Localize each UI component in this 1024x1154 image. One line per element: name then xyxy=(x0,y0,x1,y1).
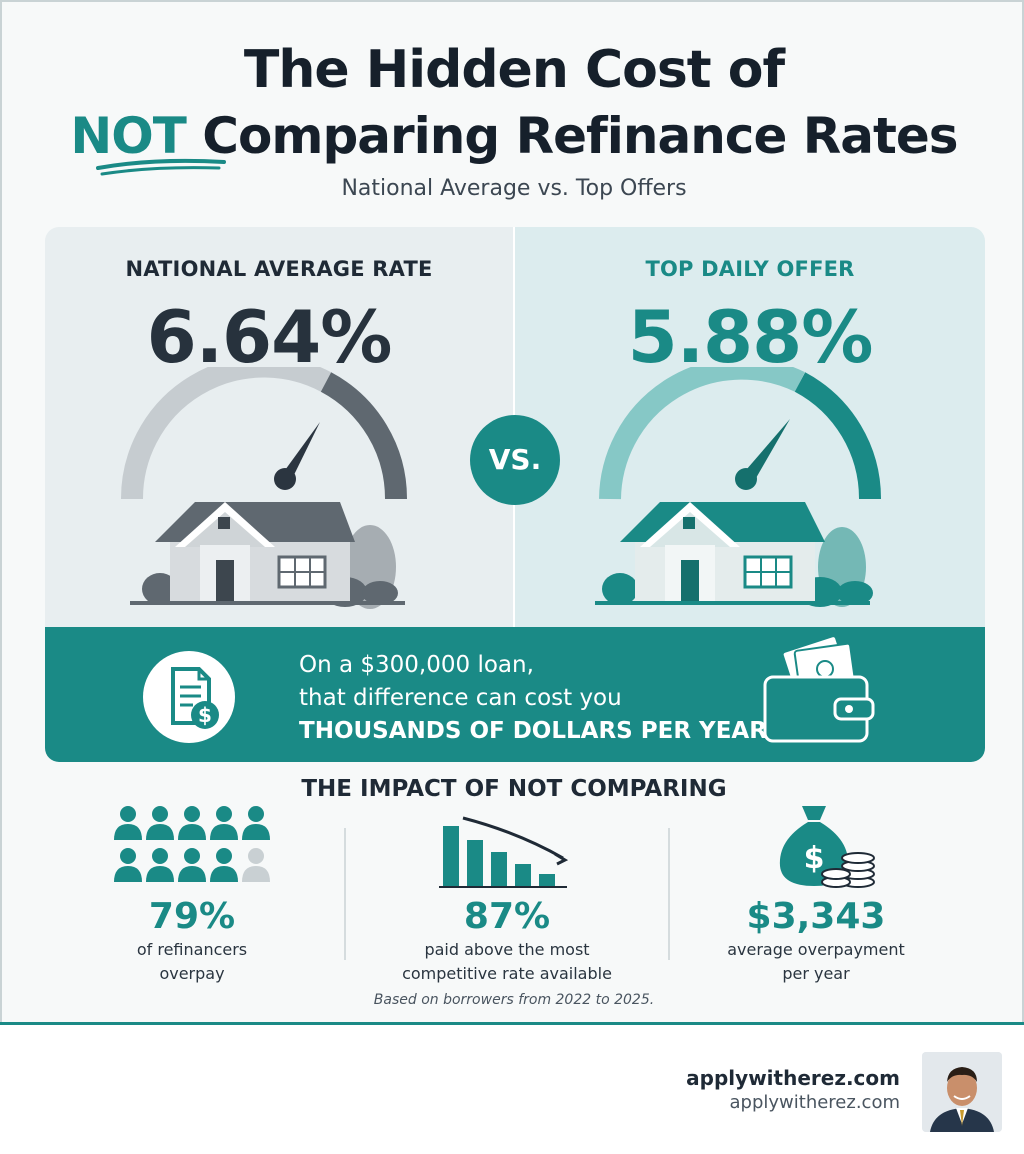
banner-line-2: that difference can cost you xyxy=(299,685,622,711)
title-line-1: The Hidden Cost of xyxy=(243,40,785,100)
top-offer-heading: TOP DAILY OFFER xyxy=(645,257,855,281)
stat-value: 87% xyxy=(463,896,551,937)
poster-bottom-border xyxy=(0,1022,1024,1025)
stat-paid-above-rate: 87% paid above the most competitive rate… xyxy=(377,896,637,985)
banner-line-1: On a $300,000 loan, xyxy=(299,652,534,678)
underline-swoosh-icon xyxy=(96,158,226,176)
wallet-cash-icon xyxy=(763,637,875,743)
declining-bar-chart-icon xyxy=(439,816,569,888)
stat-divider xyxy=(344,828,346,960)
footnote: Based on borrowers from 2022 to 2025. xyxy=(373,992,655,1008)
stat-caption-line-2: per year xyxy=(782,964,850,983)
vs-badge: VS. xyxy=(470,415,560,505)
stat-value: $3,343 xyxy=(746,896,886,937)
brand-block[interactable]: applywitherez.com applywitherez.com xyxy=(686,1066,900,1113)
stat-caption-line-2: overpay xyxy=(159,964,225,983)
teal-house-gauge-icon xyxy=(595,367,882,607)
avatar xyxy=(922,1052,1002,1132)
stat-caption-line-1: of refinancers xyxy=(136,940,248,959)
stat-refinancers-overpay: 79% of refinancers overpay xyxy=(62,896,322,985)
stat-caption-line-2: competitive rate available xyxy=(402,964,612,983)
subtitle: National Average vs. Top Offers xyxy=(341,176,687,201)
stat-value: 79% xyxy=(148,896,236,937)
banner-line-3: THOUSANDS OF DOLLARS PER YEAR. xyxy=(299,718,777,744)
stat-divider xyxy=(668,828,670,960)
brand-url-link[interactable]: applywitherez.com xyxy=(729,1092,901,1113)
svg-text:$: $ xyxy=(804,841,825,876)
national-average-heading: NATIONAL AVERAGE RATE xyxy=(125,257,433,281)
title-accent-not: NOT xyxy=(70,107,186,165)
money-bag-icon: $ xyxy=(779,806,875,888)
gray-house-gauge-icon xyxy=(120,367,408,609)
infographic-panel: The Hidden Cost of NOT Comparing Refinan… xyxy=(0,0,1024,1024)
brand-name[interactable]: applywitherez.com xyxy=(686,1066,900,1090)
title-line-2: NOT Comparing Refinance Rates xyxy=(2,107,1024,165)
people-group-icon xyxy=(114,806,270,882)
rate-comparison-card: NATIONAL AVERAGE RATE TOP DAILY OFFER 6.… xyxy=(45,227,985,762)
savings-banner: $ On a $300,000 loan, that difference ca… xyxy=(45,627,985,762)
title-line-2-rest: Comparing Refinance Rates xyxy=(185,107,958,165)
document-dollar-icon: $ xyxy=(143,651,235,743)
stat-caption-line-1: average overpayment xyxy=(727,940,905,959)
stat-caption-line-1: paid above the most xyxy=(424,940,590,959)
impact-heading: THE IMPACT OF NOT COMPARING xyxy=(301,776,727,802)
top-offer-rate: 5.88% xyxy=(627,295,874,379)
stat-average-overpayment: $3,343 average overpayment per year xyxy=(686,896,946,985)
national-average-rate: 6.64% xyxy=(146,295,393,379)
banner-text: On a $300,000 loan, that difference can … xyxy=(299,649,776,748)
svg-text:$: $ xyxy=(198,703,212,727)
